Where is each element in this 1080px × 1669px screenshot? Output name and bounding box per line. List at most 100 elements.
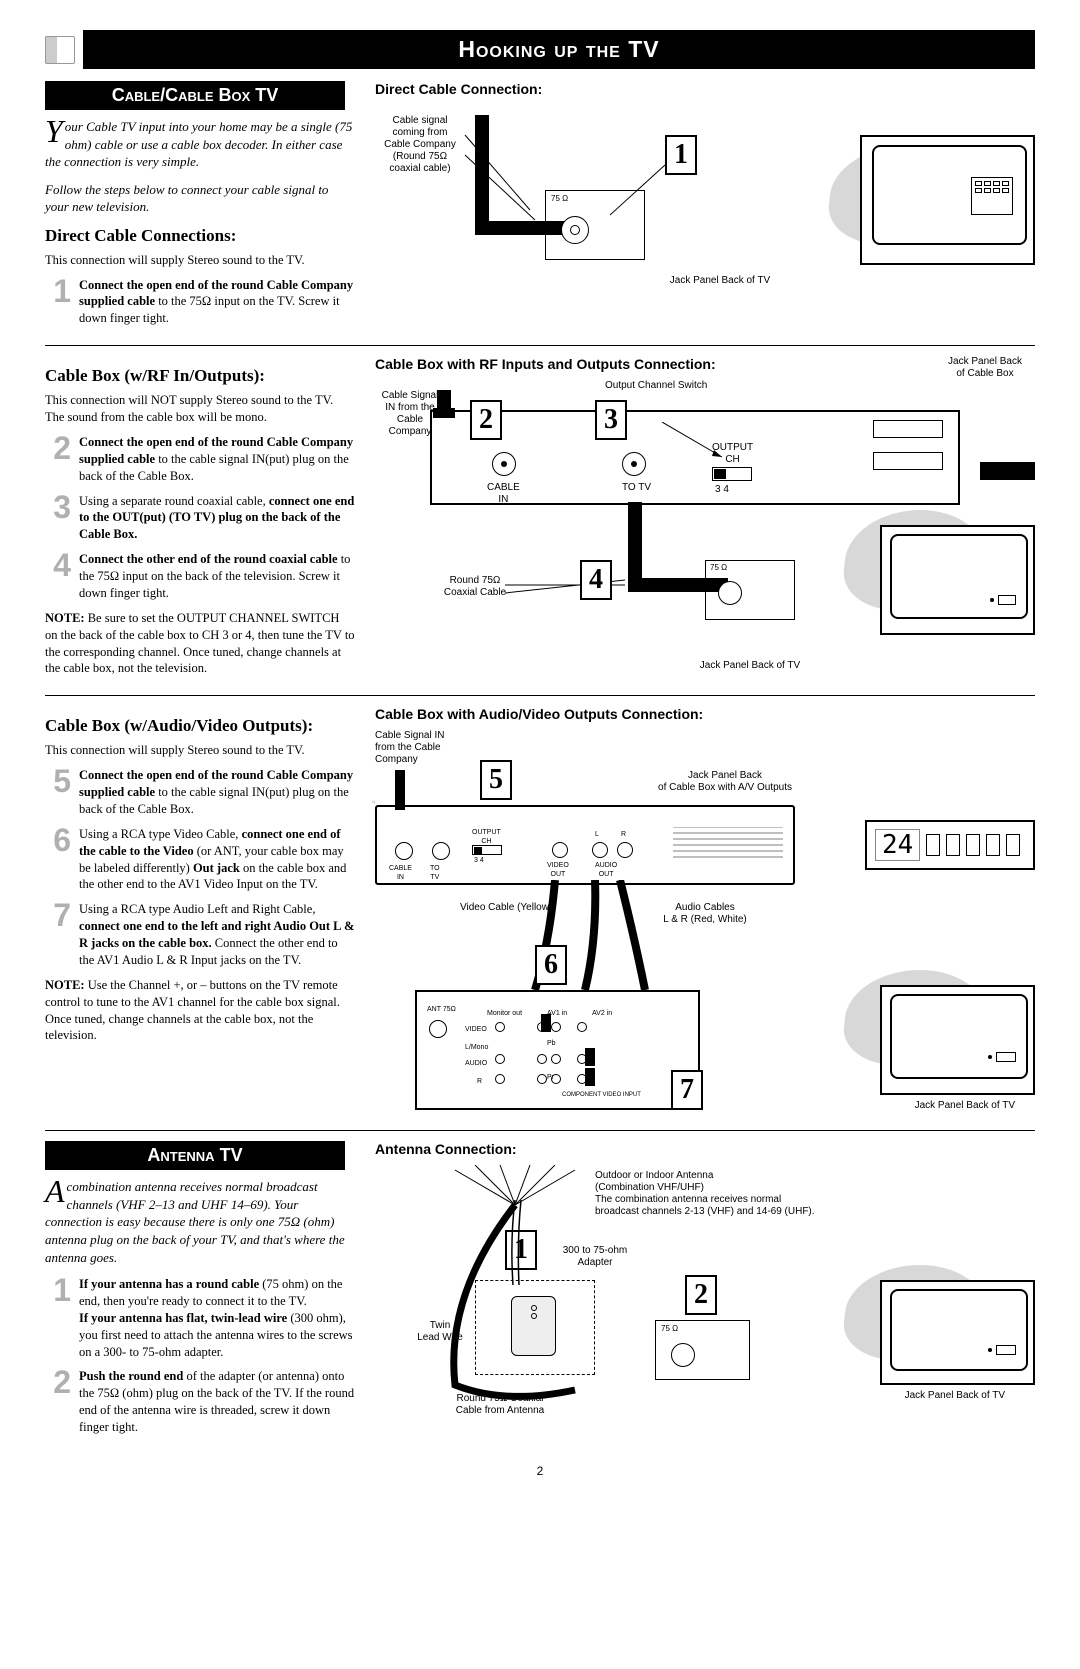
ohm-label: 75 Ω bbox=[551, 194, 568, 204]
tv-back bbox=[860, 135, 1035, 265]
ant-ohm: 75 Ω bbox=[661, 1324, 678, 1334]
numbox-2: 2 bbox=[470, 400, 502, 440]
av-label-outputch: OUTPUT CH bbox=[472, 829, 501, 846]
av-tv-back bbox=[880, 985, 1035, 1095]
step-num-5: 5 bbox=[45, 767, 71, 796]
rf-heading: Cable Box (w/RF In/Outputs): bbox=[45, 366, 355, 386]
ant-port bbox=[671, 1343, 695, 1367]
cb-slot2 bbox=[873, 452, 943, 470]
cable-intro: Your Cable TV input into your home may b… bbox=[45, 118, 355, 171]
cb-slot1 bbox=[873, 420, 943, 438]
numbox-6: 6 bbox=[535, 945, 567, 985]
av-ant-port bbox=[429, 1020, 447, 1038]
rf-body: This connection will NOT supply Stereo s… bbox=[45, 392, 355, 426]
av-display: 24 bbox=[865, 820, 1035, 870]
ant-numbox-2: 2 bbox=[685, 1275, 717, 1315]
ant-jack-tv: Jack Panel Back of TV bbox=[905, 1390, 1005, 1402]
direct-body: This connection will supply Stereo sound… bbox=[45, 252, 355, 269]
rf-tv-back bbox=[880, 525, 1035, 635]
label-av-jackcb: Jack Panel Back of Cable Box with A/V Ou… bbox=[635, 770, 815, 794]
switch-34 bbox=[712, 467, 752, 481]
av-port-audioR bbox=[617, 842, 633, 858]
antenna-row: Antenna TV A combination antenna receive… bbox=[45, 1141, 1035, 1444]
antenna-heading: Antenna TV bbox=[45, 1141, 345, 1170]
coax-line bbox=[505, 575, 635, 605]
av-ant: ANT 75Ω bbox=[427, 1006, 456, 1014]
step4-bold: Connect the other end of the round coaxi… bbox=[79, 552, 338, 566]
av-comp: COMPONENT VIDEO INPUT bbox=[562, 1092, 641, 1099]
step-4: 4 Connect the other end of the round coa… bbox=[45, 551, 355, 602]
av-monitor: Monitor out bbox=[487, 1010, 522, 1018]
tv-panel bbox=[971, 177, 1013, 215]
av-r-row: R bbox=[477, 1078, 482, 1086]
step6-text: Using a RCA type Video Cable, connect on… bbox=[79, 826, 355, 894]
ant-jack-panel: 75 Ω bbox=[655, 1320, 750, 1380]
divider-1 bbox=[45, 345, 1035, 346]
divider-2 bbox=[45, 695, 1035, 696]
step-1: 1 Connect the open end of the round Cabl… bbox=[45, 277, 355, 328]
av-label-cablein: CABLE IN bbox=[389, 865, 412, 882]
antenna-diagram-heading: Antenna Connection: bbox=[375, 1141, 1035, 1157]
cable-intro2: Follow the steps below to connect your c… bbox=[45, 181, 355, 216]
av-cable-in bbox=[395, 770, 405, 810]
port-75 bbox=[561, 216, 589, 244]
label-output-ch: OUTPUT CH bbox=[712, 442, 753, 466]
step-5: 5 Connect the open end of the round Cabl… bbox=[45, 767, 355, 818]
numbox-4: 4 bbox=[580, 560, 612, 600]
label-av-signal: Cable Signal IN from the Cable Company bbox=[375, 730, 465, 766]
page-title: Hooking up the TV bbox=[83, 30, 1035, 69]
cb-extension bbox=[980, 462, 1035, 480]
av-label-videoout: VIDEO OUT bbox=[547, 862, 569, 879]
numbox-3: 3 bbox=[595, 400, 627, 440]
page-number: 2 bbox=[45, 1464, 1035, 1478]
rf-tv-bezel bbox=[890, 534, 1028, 619]
ant-tv-dot2 bbox=[988, 1348, 992, 1352]
av-diagram-heading: Cable Box with Audio/Video Outputs Conne… bbox=[375, 706, 1035, 722]
av-port-video bbox=[552, 842, 568, 858]
ant-tv-bezel bbox=[890, 1289, 1028, 1371]
label-audio-cables: Audio Cables L & R (Red, White) bbox=[655, 902, 755, 926]
av-switch bbox=[472, 845, 502, 855]
label-to-tv: TO TV bbox=[622, 482, 651, 494]
rf-ohm: 75 Ω bbox=[710, 563, 727, 573]
av-plug-l bbox=[585, 1048, 595, 1066]
cable-section-heading: Cable/Cable Box TV bbox=[45, 81, 345, 110]
rf-tv-dot2 bbox=[990, 598, 994, 602]
av-port-cablein bbox=[395, 842, 413, 860]
port-to-tv bbox=[622, 452, 646, 476]
direct-diagram: Cable signal coming from Cable Company (… bbox=[375, 105, 1035, 295]
label-jack-tv-rf: Jack Panel Back of TV bbox=[675, 660, 825, 672]
step-3: 3 Using a separate round coaxial cable, … bbox=[45, 493, 355, 544]
cable-box-body: CABLE IN TO TV OUTPUT CH 3 4 bbox=[430, 410, 960, 505]
av-pb: Pb bbox=[547, 1040, 556, 1048]
ant-step-1: 1 If your antenna has a round cable (75 … bbox=[45, 1276, 355, 1360]
av-label-34: 3 4 bbox=[474, 857, 484, 865]
av-body: This connection will supply Stereo sound… bbox=[45, 742, 355, 759]
step-6: 6 Using a RCA type Video Cable, connect … bbox=[45, 826, 355, 894]
step3-text: Using a separate round coaxial cable, co… bbox=[79, 493, 355, 544]
av-label-audioout: AUDIO OUT bbox=[595, 862, 617, 879]
label-video-cable: Video Cable (Yellow) bbox=[460, 902, 552, 914]
tv-bezel bbox=[872, 145, 1027, 245]
rf-cable-in-plug bbox=[433, 408, 455, 418]
header-icon bbox=[45, 36, 75, 64]
av-plug-v bbox=[541, 1014, 551, 1032]
step-2: 2 Connect the open end of the round Cabl… bbox=[45, 434, 355, 485]
dropcap-y: Y bbox=[45, 118, 65, 145]
av-tv-dot2 bbox=[988, 1055, 992, 1059]
step-num-3: 3 bbox=[45, 493, 71, 522]
av-lmono: L/Mono bbox=[465, 1044, 488, 1052]
direct-diagram-heading: Direct Cable Connection: bbox=[375, 81, 1035, 97]
av-audio-row: AUDIO bbox=[465, 1060, 487, 1068]
step-num-6: 6 bbox=[45, 826, 71, 855]
rf-row: Cable Box (w/RF In/Outputs): This connec… bbox=[45, 356, 1035, 685]
cable-v bbox=[475, 115, 489, 235]
label-cable-in: CABLE IN bbox=[487, 482, 520, 506]
divider-3 bbox=[45, 1130, 1035, 1131]
step7-text: Using a RCA type Audio Left and Right Ca… bbox=[79, 901, 355, 969]
numbox-5: 5 bbox=[480, 760, 512, 800]
label-jack-cb: Jack Panel Back of Cable Box bbox=[935, 356, 1035, 380]
rf-diagram: Output Channel Switch Cable Signal IN fr… bbox=[375, 380, 1035, 680]
av-label-R: R bbox=[621, 831, 626, 839]
jack-panel: 75 Ω bbox=[545, 190, 645, 260]
